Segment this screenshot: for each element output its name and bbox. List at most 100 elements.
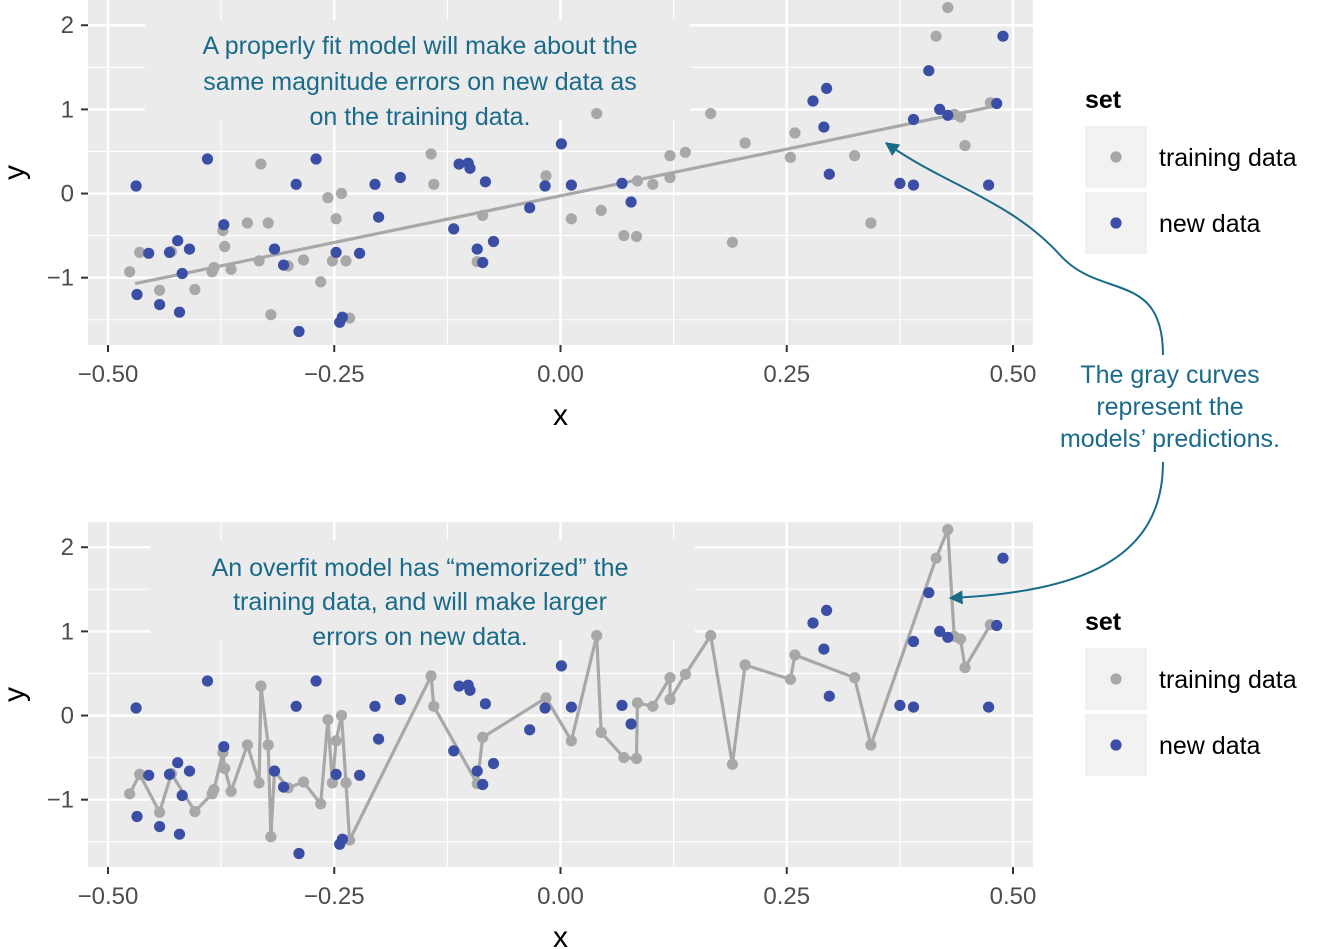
training-point [930, 30, 942, 42]
training-point [425, 670, 437, 682]
training-point [225, 785, 237, 797]
training-point [618, 230, 630, 242]
training-point [631, 175, 644, 187]
new-data-point [524, 724, 536, 736]
new-data-point [907, 701, 920, 713]
new-data-point [290, 178, 302, 190]
new-data-point [354, 769, 366, 781]
training-point [664, 150, 676, 162]
new-data-point [807, 617, 819, 629]
new-data-point [923, 65, 935, 77]
new-data-point [394, 171, 406, 184]
legend-title: set [1085, 86, 1122, 114]
new-data-point [934, 103, 946, 115]
legend-label: new data [1159, 732, 1261, 760]
training-point [208, 262, 220, 274]
new-data-point [983, 179, 995, 191]
new-data-point [354, 247, 366, 259]
y-tick-label: −1 [47, 265, 74, 292]
x-tick-label: −0.25 [304, 883, 365, 910]
training-point [253, 255, 265, 267]
training-point [189, 283, 201, 296]
new-data-point [942, 631, 954, 643]
side-annotation-line: represent the [1096, 393, 1243, 421]
training-point [326, 255, 338, 267]
new-data-point [163, 246, 176, 258]
new-data-point [471, 765, 483, 777]
axes: −0.50 −0.25 0.00 0.25 0.50 −1 0 1 2 x y [0, 534, 1036, 949]
training-point [134, 246, 146, 258]
legend-marker [1110, 673, 1122, 685]
new-data-point [464, 162, 476, 174]
y-axis-title: y [0, 165, 31, 180]
new-data-point [823, 168, 835, 180]
new-data-point [172, 235, 184, 247]
new-data-point [183, 243, 196, 255]
training-point [322, 714, 334, 726]
new-data-point [565, 701, 578, 713]
new-data-point [130, 702, 142, 714]
x-tick-label: 0.50 [990, 361, 1037, 388]
new-data-point [176, 789, 188, 802]
new-data-point [448, 223, 460, 235]
training-point [930, 552, 942, 564]
training-point [265, 831, 277, 843]
new-data-point [907, 635, 920, 648]
x-tick-label: −0.50 [78, 361, 139, 388]
annotation-line: same magnitude errors on new data as [203, 68, 637, 96]
new-data-point [821, 604, 833, 617]
annotation-line: A properly fit model will make about the [203, 32, 638, 60]
new-data-point [373, 211, 385, 223]
new-data-point [201, 675, 214, 687]
training-point [630, 230, 643, 243]
training-point [326, 777, 338, 789]
training-point [565, 213, 578, 225]
y-axis-title: y [0, 687, 31, 702]
training-point [297, 254, 310, 266]
training-point [253, 777, 265, 789]
new-data-point [818, 643, 830, 655]
training-point [262, 739, 274, 751]
new-data-point [923, 587, 935, 599]
training-point [630, 752, 643, 765]
legend-label: training data [1159, 666, 1297, 694]
training-point [739, 137, 751, 149]
x-tick-label: 0.50 [990, 883, 1037, 910]
training-point [255, 680, 267, 692]
training-point [265, 309, 277, 321]
training-point [959, 662, 971, 674]
new-data-point [991, 97, 1003, 110]
new-data-point [130, 180, 142, 192]
training-point [425, 148, 437, 160]
training-point [189, 805, 201, 818]
training-point [942, 524, 954, 536]
training-point [631, 697, 644, 709]
model-fit-line [134, 103, 1000, 286]
new-data-point [625, 718, 637, 730]
training-point [340, 777, 352, 789]
new-data-point [464, 684, 476, 696]
new-data-point [807, 95, 819, 107]
new-data-point [479, 176, 491, 188]
new-data-point [983, 701, 995, 713]
training-point [330, 213, 342, 225]
training-point [849, 150, 861, 162]
training-point [330, 735, 342, 747]
new-data-point [934, 625, 946, 638]
new-data-point [310, 675, 322, 687]
training-point [595, 204, 607, 216]
new-data-point [310, 153, 322, 165]
training-point [262, 217, 274, 229]
new-data-point [821, 82, 833, 94]
legend-marker [1110, 151, 1122, 163]
new-data-point [218, 219, 230, 231]
training-point [154, 806, 166, 818]
new-data-point [163, 768, 176, 781]
top-panel: −0.50 −0.25 0.00 0.25 0.50 −1 0 1 2 x y A properly… [0, 0, 1297, 432]
training-point [134, 768, 146, 781]
new-data-point [173, 306, 186, 318]
new-data-point [278, 781, 290, 793]
training-point [340, 255, 352, 267]
y-tick-label: 2 [61, 534, 74, 561]
new-data-point [290, 700, 302, 712]
